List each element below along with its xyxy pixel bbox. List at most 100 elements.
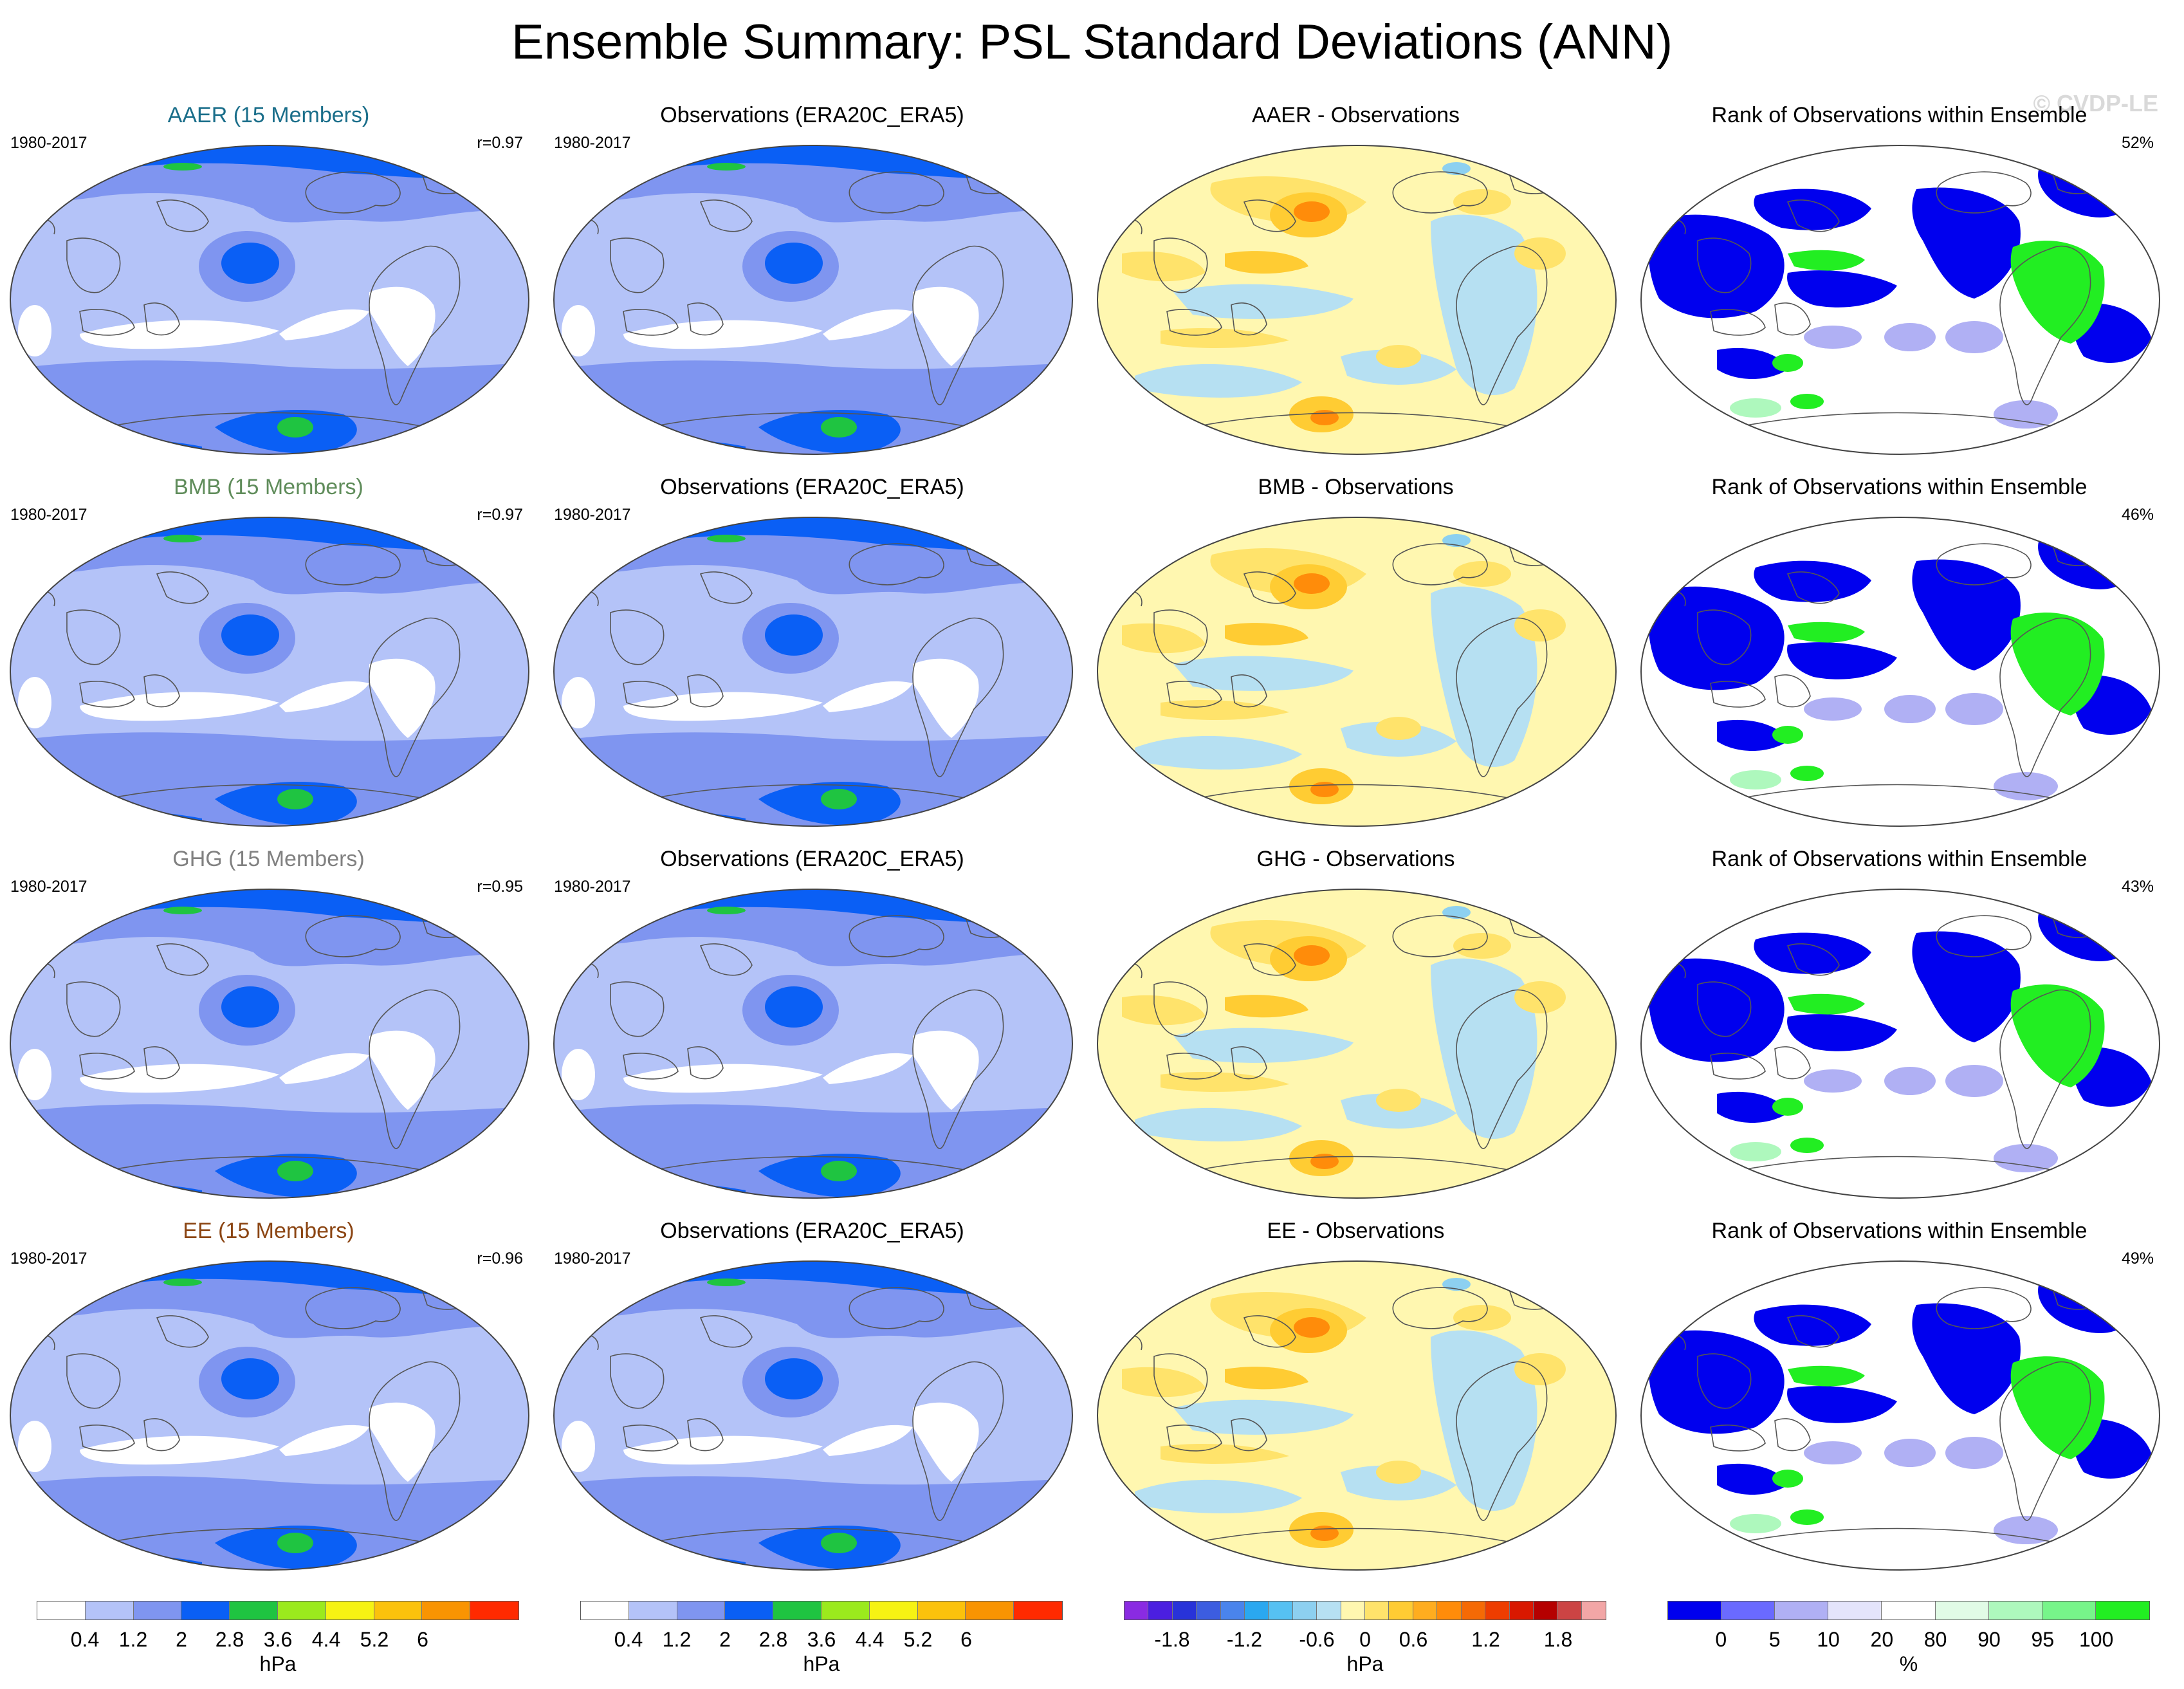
panel-difference: AAER - Observations (1087, 103, 1624, 463)
colorbar-unit: hPa (803, 1652, 840, 1675)
colorbar-swatch (1437, 1601, 1462, 1620)
colorbar-tick-label: 90 (1978, 1628, 2001, 1651)
panel-years: 1980-2017 (10, 1250, 87, 1268)
panel-obs-stddev: Observations (ERA20C_ERA5) 1980-2017 (544, 103, 1081, 463)
colorbar-swatch (230, 1601, 278, 1620)
colorbar-tick-label: 0 (1715, 1628, 1727, 1651)
colorbar-swatch (1882, 1601, 1936, 1620)
rank-percentage: 43% (2121, 878, 2154, 896)
panel-rank: Rank of Observations within Ensemble 43% (1631, 847, 2168, 1207)
panel-years: 1980-2017 (554, 134, 631, 152)
colorbar-swatch (2095, 1601, 2149, 1620)
colorbar-swatch (725, 1601, 774, 1620)
colorbar-swatch (1533, 1601, 1558, 1620)
colorbar-boxes (1124, 1601, 1606, 1620)
colorbar-swatch (326, 1601, 374, 1620)
colorbar-swatch (2042, 1601, 2096, 1620)
colorbar-tick-label: -1.8 (1154, 1628, 1190, 1651)
panel-title: EE - Observations (1267, 1219, 1445, 1243)
colorbar-swatch (1721, 1601, 1776, 1620)
colorbar-tick-label: 2 (719, 1628, 731, 1651)
colorbar-swatch (821, 1601, 870, 1620)
colorbar-swatch (1292, 1601, 1317, 1620)
panel-title: Observations (ERA20C_ERA5) (660, 847, 964, 871)
panel-title: Rank of Observations within Ensemble (1711, 847, 2088, 871)
map-plot (1640, 517, 2160, 827)
colorbar-swatch (1828, 1601, 1882, 1620)
rank-percentage: 46% (2121, 506, 2154, 524)
colorbar-swatch (374, 1601, 423, 1620)
colorbar-swatch (773, 1601, 821, 1620)
colorbar-swatch (1148, 1601, 1173, 1620)
panel-obs-stddev: Observations (ERA20C_ERA5) 1980-2017 (544, 1219, 1081, 1579)
colorbar-swatch (581, 1601, 629, 1620)
panel-title: Observations (ERA20C_ERA5) (660, 1219, 964, 1243)
map-plot (1097, 889, 1617, 1199)
colorbar-swatch (869, 1601, 918, 1620)
panel-years: 1980-2017 (554, 1250, 631, 1268)
colorbar-tick-label: 4.4 (855, 1628, 885, 1651)
panel-title: EE (15 Members) (183, 1219, 354, 1243)
colorbar-swatch (917, 1601, 966, 1620)
figure-title: Ensemble Summary: PSL Standard Deviation… (511, 15, 1673, 69)
panel-title: GHG - Observations (1256, 847, 1455, 871)
colorbar-swatch (1389, 1601, 1413, 1620)
panel-title: Observations (ERA20C_ERA5) (660, 475, 964, 499)
map-plot (1097, 145, 1617, 455)
map-plot (1640, 1260, 2160, 1571)
colorbar-tick-label: 6 (417, 1628, 428, 1651)
colorbar-tick-label: 5.2 (903, 1628, 933, 1651)
rank-percentage: 52% (2121, 134, 2154, 152)
colorbar-tick-label: 1.2 (662, 1628, 692, 1651)
colorbar-swatch (966, 1601, 1014, 1620)
colorbar-tick-label: 6 (960, 1628, 972, 1651)
colorbar-swatch (629, 1601, 677, 1620)
colorbar-tick-label: 5.2 (360, 1628, 389, 1651)
panel-title: Observations (ERA20C_ERA5) (660, 103, 964, 127)
panel-obs-stddev: Observations (ERA20C_ERA5) 1980-2017 (544, 475, 1081, 835)
panel-difference: EE - Observations (1087, 1219, 1624, 1579)
colorbar-swatch (1341, 1601, 1366, 1620)
colorbar-swatch (1485, 1601, 1510, 1620)
colorbar-swatch (677, 1601, 726, 1620)
map-plot (10, 889, 529, 1199)
panel-years: 1980-2017 (554, 878, 631, 896)
colorbar-swatch (1197, 1601, 1221, 1620)
map-plot (1097, 517, 1617, 827)
colorbar-tick-label: 4.4 (311, 1628, 341, 1651)
panel-model-stddev: AAER (15 Members) 1980-2017 r=0.97 (0, 103, 537, 463)
watermark: © CVDP-LE (2033, 90, 2158, 116)
colorbar-tick-label: 3.6 (807, 1628, 836, 1651)
panel-title: Rank of Observations within Ensemble (1711, 1219, 2088, 1243)
colorbar-tick-label: 1.2 (1471, 1628, 1500, 1651)
colorbar-swatch (1581, 1601, 1606, 1620)
colorbar-tick-label: 0.4 (614, 1628, 643, 1651)
panel-rank: Rank of Observations within Ensemble 49% (1631, 1219, 2168, 1579)
colorbar-tick-label: -0.6 (1299, 1628, 1335, 1651)
map-plot (10, 1260, 529, 1571)
panel-title: Rank of Observations within Ensemble (1711, 103, 2088, 127)
panel-rank: Rank of Observations within Ensemble 46% (1631, 475, 2168, 835)
colorbar-swatch (1461, 1601, 1486, 1620)
map-plot (10, 145, 529, 455)
colorbar-tick-label: 20 (1870, 1628, 1894, 1651)
colorbar-tick-label: 2.8 (758, 1628, 788, 1651)
panel-title: BMB (15 Members) (174, 475, 363, 499)
map-plot (10, 517, 529, 827)
colorbar-tick-label: 10 (1817, 1628, 1840, 1651)
panel-model-stddev: EE (15 Members) 1980-2017 r=0.96 (0, 1219, 537, 1579)
colorbar-swatch (1775, 1601, 1829, 1620)
colorbar-swatch (1317, 1601, 1341, 1620)
colorbar-unit: hPa (1346, 1652, 1384, 1675)
colorbar-swatch (181, 1601, 230, 1620)
colorbar-swatch (1557, 1601, 1582, 1620)
colorbar-tick-label: 1.8 (1543, 1628, 1573, 1651)
colorbar-swatch (85, 1601, 134, 1620)
panel-years: 1980-2017 (10, 878, 87, 896)
colorbar-unit: hPa (259, 1652, 297, 1675)
panel-title: GHG (15 Members) (172, 847, 365, 871)
colorbar-swatch (1365, 1601, 1390, 1620)
map-plot (1640, 889, 2160, 1199)
colorbar-swatch (1124, 1601, 1149, 1620)
colorbar-swatch (1668, 1601, 1722, 1620)
